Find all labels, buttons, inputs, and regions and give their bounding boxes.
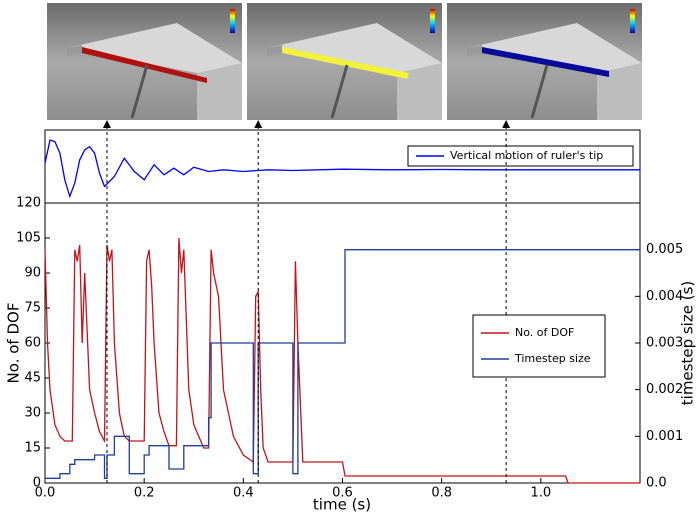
y-tick-label: 75 — [24, 301, 41, 316]
snapshot-arrow — [502, 120, 510, 128]
x-tick-label: 1.0 — [530, 486, 551, 501]
y-tick-label: 120 — [16, 196, 41, 211]
snapshot — [447, 3, 642, 120]
legend-label: No. of DOF — [515, 326, 574, 339]
y-axis-label: No. of DOF — [5, 303, 23, 384]
figure: time (s) No. of DOF timestep size (s) Ve… — [0, 0, 697, 515]
snapshot-arrow — [254, 120, 262, 128]
x-tick-label: 0.8 — [431, 486, 452, 501]
y2-tick-label: 0.0 — [646, 476, 667, 491]
y2-tick-label: 0.004 — [646, 289, 683, 304]
y-tick-label: 90 — [24, 266, 41, 281]
snapshot — [47, 3, 242, 120]
y-tick-label: 45 — [24, 371, 41, 386]
x-tick-label: 0.2 — [134, 486, 155, 501]
y-tick-label: 15 — [24, 441, 41, 456]
y-tick-label: 30 — [24, 406, 41, 421]
y2-tick-label: 0.003 — [646, 336, 683, 351]
y-tick-label: 0 — [33, 476, 41, 491]
legend-box — [473, 315, 605, 377]
legend-label: Vertical motion of ruler's tip — [450, 149, 603, 162]
y2-tick-label: 0.005 — [646, 242, 683, 257]
x-tick-label: 0.4 — [233, 486, 254, 501]
y-tick-label: 105 — [16, 231, 41, 246]
legend-label: Timestep size — [514, 352, 591, 365]
y2-tick-label: 0.002 — [646, 382, 683, 397]
y-tick-label: 60 — [24, 336, 41, 351]
snapshot-arrow — [103, 120, 111, 128]
x-tick-label: 0.6 — [332, 486, 353, 501]
snapshot — [247, 3, 442, 120]
y2-tick-label: 0.001 — [646, 429, 683, 444]
